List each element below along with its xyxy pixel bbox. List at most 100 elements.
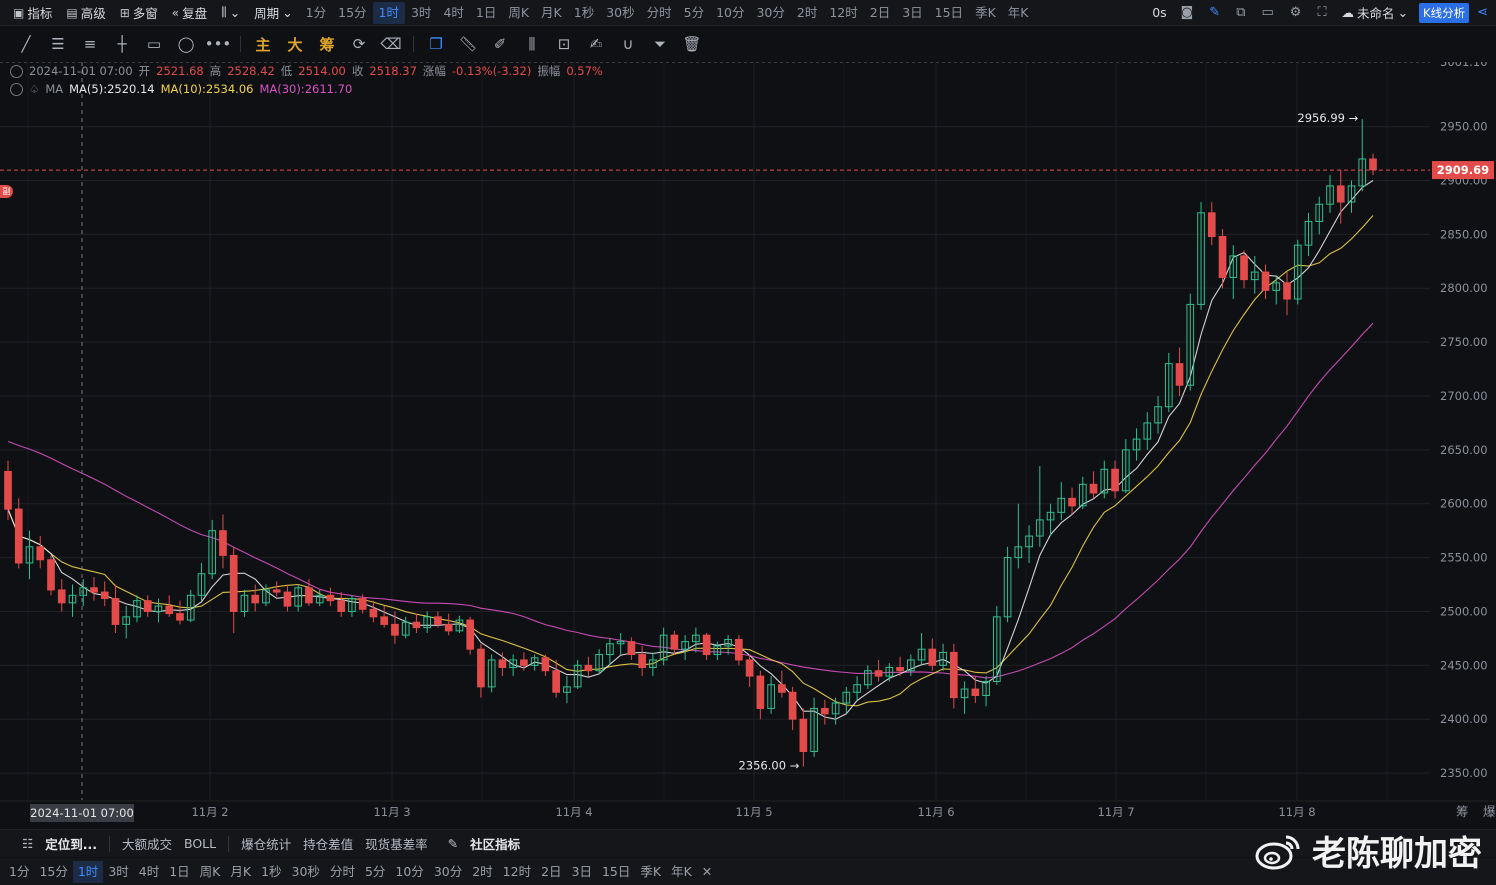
tool-oi-diff[interactable]: 持仓差值: [303, 837, 354, 852]
candle-body: [606, 643, 614, 656]
ohlc-icon[interactable]: ⫼: [528, 35, 536, 53]
tool-large-trades[interactable]: 大额成交: [121, 837, 172, 852]
bottom-timeframe-tab-19[interactable]: 季K: [640, 863, 662, 879]
eraser-brush-icon[interactable]: ⌫: [380, 35, 402, 53]
rectangle-icon[interactable]: ▭: [146, 35, 162, 53]
candle-body: [79, 587, 88, 596]
horizontal-line-icon[interactable]: ┼: [117, 35, 127, 53]
timeframe-tab-18[interactable]: 15日: [934, 4, 964, 20]
bottom-timeframe-tab-5[interactable]: 1日: [169, 863, 190, 879]
timeframe-tab-10[interactable]: 分时: [646, 4, 672, 20]
bottom-timeframe-tab-20[interactable]: 年K: [671, 863, 692, 879]
timeframe-tab-20[interactable]: 年K: [1007, 4, 1029, 20]
sync-icon[interactable]: ⟳: [352, 35, 366, 53]
bell-icon[interactable]: ♤: [29, 82, 40, 96]
trash-icon[interactable]: 🗑︎: [682, 35, 702, 53]
candle-body: [4, 470, 12, 510]
replay-button[interactable]: «复盘: [171, 5, 208, 22]
candlestick-chart[interactable]: 2950.002900.002850.002800.002750.002700.…: [0, 62, 1496, 828]
bottom-timeframe-tab-10[interactable]: 分时: [329, 863, 355, 879]
chips-button[interactable]: 筹: [319, 35, 335, 54]
timeframe-tab-19[interactable]: 季K: [975, 4, 996, 20]
candle-body: [702, 634, 711, 656]
filter-icon[interactable]: ⏷: [653, 35, 666, 53]
share-icon[interactable]: ⋖: [1477, 5, 1488, 20]
settings-icon[interactable]: ⚙: [1289, 5, 1302, 20]
main-chip-button[interactable]: 主: [255, 35, 271, 54]
camera-icon[interactable]: ◙: [1180, 5, 1194, 20]
timeframe-tab-16[interactable]: 2日: [869, 4, 891, 20]
timeframe-tab-17[interactable]: 3日: [902, 4, 923, 20]
lock-icon[interactable]: ⊡: [557, 35, 571, 53]
parallel-lines-icon[interactable]: ☰: [51, 35, 65, 53]
timeframe-tab-4[interactable]: 4时: [443, 4, 464, 20]
timeframe-tab-8[interactable]: 1秒: [573, 4, 595, 20]
kline-analysis-button[interactable]: K线分析: [1419, 2, 1470, 23]
tool-liquidation[interactable]: 爆仓统计: [241, 837, 292, 852]
highlighter-icon[interactable]: ✐: [493, 35, 507, 53]
axis-corner-label[interactable]: 爆: [1483, 804, 1496, 819]
multi-window-button[interactable]: ⊞ 多窗: [119, 5, 158, 22]
community-indicators-button[interactable]: 社区指标: [470, 837, 521, 852]
bottom-timeframe-tab-6[interactable]: 周K: [199, 863, 221, 879]
more-icon[interactable]: •••: [204, 35, 232, 53]
timeframe-tab-12[interactable]: 10分: [716, 4, 745, 20]
bottom-timeframe-tab-9[interactable]: 30秒: [291, 863, 320, 879]
timeframe-tab-15[interactable]: 12时: [829, 4, 858, 20]
big-order-button[interactable]: 大: [287, 35, 303, 54]
copy-icon[interactable]: ❐: [429, 35, 443, 53]
bottom-timeframe-tab-4[interactable]: 4时: [138, 863, 160, 879]
axis-corner-label[interactable]: 筹: [1456, 804, 1469, 819]
timeframe-tab-7[interactable]: 月K: [541, 4, 562, 20]
timeframe-tab-0[interactable]: 1分: [305, 4, 327, 20]
circle-icon[interactable]: ◯: [177, 35, 195, 53]
bottom-timeframe-tab-14[interactable]: 2时: [472, 863, 493, 879]
note-icon[interactable]: ✍: [589, 35, 603, 53]
bottom-timeframe-tab-2[interactable]: 1时: [72, 860, 104, 883]
layout-dropdown[interactable]: ☁ 未命名 ⌄: [1341, 5, 1409, 21]
visibility-icon[interactable]: [10, 82, 23, 96]
bottom-timeframe-tab-8[interactable]: 1秒: [261, 863, 282, 879]
bottom-timeframe-tab-18[interactable]: 15日: [601, 863, 631, 879]
popout-icon[interactable]: ⧉: [1236, 5, 1246, 20]
bottom-timeframe-tab-11[interactable]: 5分: [364, 863, 386, 879]
bottom-timeframe-tab-16[interactable]: 2日: [541, 863, 562, 879]
advanced-button[interactable]: ▤ 高级: [66, 5, 106, 22]
timeframe-tab-3[interactable]: 3时: [410, 4, 432, 20]
pen-icon[interactable]: ✎: [1209, 5, 1221, 20]
bottom-timeframe-tab-7[interactable]: 月K: [230, 863, 252, 879]
tool-basis[interactable]: 现货基差率: [365, 837, 428, 852]
timeframe-tab-13[interactable]: 30分: [756, 4, 785, 20]
bottom-timeframe-tab-17[interactable]: 3日: [571, 863, 592, 879]
timeframe-tab-6[interactable]: 周K: [508, 4, 530, 20]
channel-icon[interactable]: ≡: [83, 35, 97, 53]
side-badge[interactable]: 副: [0, 185, 13, 198]
bottom-timeframe-tab-13[interactable]: 30分: [433, 863, 463, 879]
chart-type-button[interactable]: ⫼ ⌄: [214, 2, 247, 24]
edit-icon[interactable]: ✎: [447, 836, 459, 851]
timeframe-tab-14[interactable]: 2时: [796, 4, 818, 20]
fullscreen-icon[interactable]: ⛶: [1317, 5, 1327, 20]
magnet-icon[interactable]: ∪: [622, 35, 634, 53]
price-axis[interactable]: [1430, 62, 1496, 828]
bottom-timeframe-tab-0[interactable]: 1分: [9, 863, 30, 879]
locate-button[interactable]: 定位到...: [45, 837, 97, 852]
timeframe-tab-9[interactable]: 30秒: [606, 4, 635, 20]
close-icon[interactable]: ✕: [701, 863, 713, 879]
timeframe-tab-11[interactable]: 5分: [683, 4, 705, 20]
timeframe-tab-2[interactable]: 1时: [372, 1, 405, 24]
timeframe-tab-5[interactable]: 1日: [475, 4, 497, 20]
tool-boll[interactable]: BOLL: [183, 836, 217, 851]
bottom-timeframe-tab-1[interactable]: 15分: [39, 863, 68, 879]
calendar-icon[interactable]: ☷: [22, 836, 34, 851]
indicators-button[interactable]: ▣ 指标: [13, 5, 53, 22]
bottom-timeframe-tab-15[interactable]: 12时: [502, 863, 532, 879]
period-dropdown[interactable]: 周期 ⌄: [254, 5, 293, 21]
bottom-timeframe-tab-12[interactable]: 10分: [395, 863, 424, 879]
panel-icon[interactable]: ▭: [1261, 5, 1274, 20]
bottom-timeframe-tab-3[interactable]: 3时: [108, 863, 129, 879]
ruler-icon[interactable]: 📏︎: [458, 35, 478, 53]
visibility-icon[interactable]: [10, 64, 23, 78]
trendline-icon[interactable]: ╱: [21, 35, 31, 53]
timeframe-tab-1[interactable]: 15分: [338, 4, 367, 20]
